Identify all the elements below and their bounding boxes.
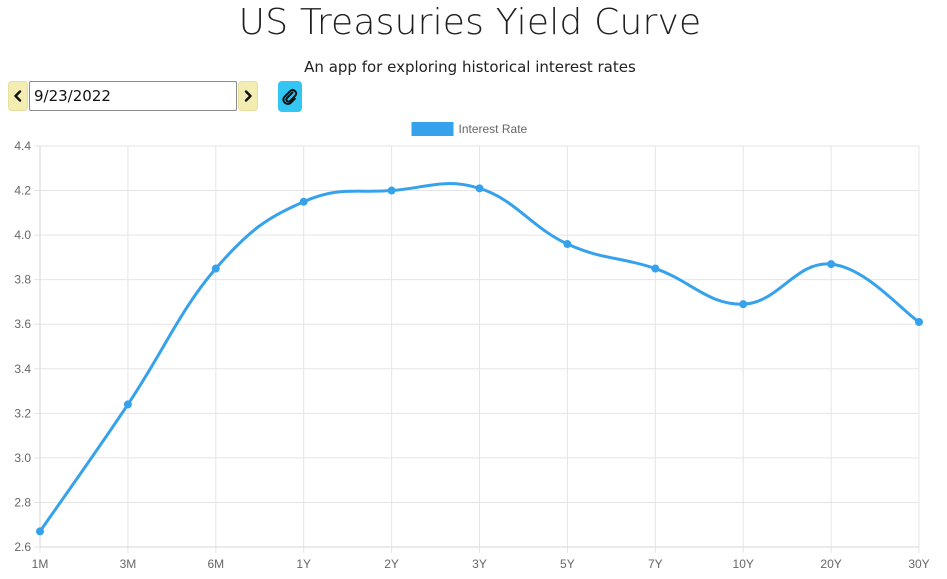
chart-legend: Interest Rate: [411, 122, 528, 136]
data-point: [475, 184, 484, 193]
data-point: [36, 527, 44, 536]
x-tick-label: 20Y: [820, 557, 841, 571]
page-subtitle: An app for exploring historical interest…: [304, 58, 636, 76]
previous-date-button[interactable]: [8, 81, 28, 111]
data-point: [651, 264, 660, 273]
y-tick-label: 4.2: [14, 184, 31, 198]
chart-axes: 2.6 2.8 3.0 3.2 3.4 3.6 3.8 4.0 4.2 4.4 1M 3M 6M 1Y 2Y…: [14, 139, 929, 571]
paperclip-icon: [282, 88, 298, 105]
y-tick-label: 3.8: [14, 273, 31, 287]
y-tick-label: 2.6: [14, 540, 31, 554]
x-tick-label: 3Y: [472, 557, 487, 571]
data-point: [915, 317, 923, 326]
date-input[interactable]: [29, 81, 237, 111]
y-tick-label: 2.8: [14, 495, 31, 509]
y-tick-label: 4.0: [14, 228, 31, 242]
x-tick-label: 5Y: [560, 557, 575, 571]
data-point: [563, 240, 572, 249]
x-tick-label: 1Y: [296, 557, 311, 571]
data-point: [299, 197, 308, 206]
data-point: [387, 186, 396, 195]
legend-label: Interest Rate: [459, 122, 528, 136]
x-tick-label: 3M: [120, 557, 137, 571]
y-tick-label: 3.0: [14, 451, 31, 465]
y-tick-label: 4.4: [14, 139, 31, 153]
data-point: [739, 300, 748, 309]
data-point: [827, 260, 836, 269]
next-date-button[interactable]: [238, 81, 258, 111]
legend-swatch: [411, 122, 454, 136]
page-title: US Treasuries Yield Curve: [238, 2, 702, 43]
x-tick-label: 6M: [207, 557, 224, 571]
series-line-interest-rate: [38, 182, 921, 533]
x-tick-label: 1M: [32, 557, 49, 571]
data-point: [211, 264, 220, 273]
y-tick-label: 3.4: [14, 362, 31, 376]
y-tick-label: 3.6: [14, 317, 31, 331]
chart-grid: [34, 145, 920, 553]
x-tick-label: 30Y: [908, 557, 929, 571]
x-tick-label: 10Y: [733, 557, 754, 571]
chevron-left-icon: [14, 90, 22, 102]
copy-link-button[interactable]: [278, 81, 302, 112]
x-tick-label: 7Y: [648, 557, 663, 571]
chevron-right-icon: [244, 90, 252, 102]
chart-series: [36, 182, 923, 536]
x-tick-label: 2Y: [384, 557, 399, 571]
data-point: [123, 400, 132, 409]
yield-curve-chart: 2.6 2.8 3.0 3.2 3.4 3.6 3.8 4.0 4.2 4.4 1M 3M 6M 1Y 2Y…: [14, 122, 930, 571]
y-tick-label: 3.2: [14, 406, 31, 420]
